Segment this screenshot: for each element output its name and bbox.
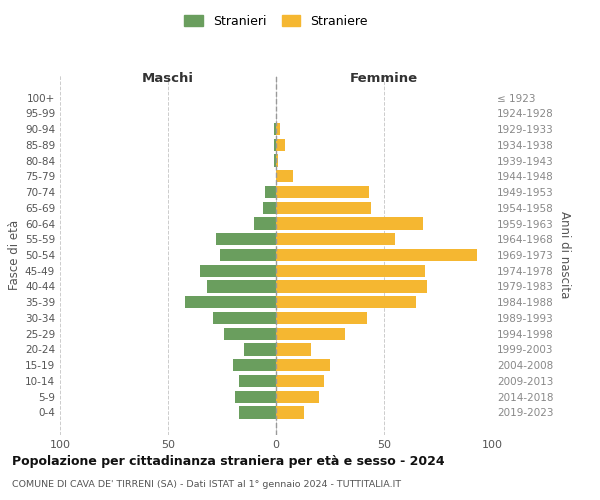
Text: Femmine: Femmine (350, 72, 418, 85)
Bar (239, 375, 276, 387)
Bar (207, 280, 276, 292)
Bar (276, 123, 280, 135)
Bar (276, 154, 278, 166)
Bar (244, 344, 276, 355)
Bar (276, 296, 416, 308)
Bar (276, 390, 319, 403)
Bar (235, 390, 276, 403)
Bar (276, 328, 345, 340)
Text: COMUNE DI CAVA DE' TIRRENI (SA) - Dati ISTAT al 1° gennaio 2024 - TUTTITALIA.IT: COMUNE DI CAVA DE' TIRRENI (SA) - Dati I… (12, 480, 401, 489)
Bar (274, 154, 276, 166)
Bar (276, 249, 477, 261)
Y-axis label: Anni di nascita: Anni di nascita (558, 212, 571, 298)
Bar (276, 280, 427, 292)
Bar (276, 406, 304, 418)
Bar (276, 312, 367, 324)
Text: Popolazione per cittadinanza straniera per età e sesso - 2024: Popolazione per cittadinanza straniera p… (12, 455, 445, 468)
Bar (276, 344, 311, 355)
Bar (276, 359, 330, 372)
Bar (215, 233, 276, 245)
Legend: Stranieri, Straniere: Stranieri, Straniere (181, 11, 371, 32)
Bar (276, 218, 423, 230)
Bar (224, 328, 276, 340)
Text: Maschi: Maschi (142, 72, 194, 85)
Bar (274, 138, 276, 151)
Bar (200, 264, 276, 277)
Bar (220, 249, 276, 261)
Bar (263, 202, 276, 214)
Bar (276, 170, 293, 182)
Bar (239, 406, 276, 418)
Bar (276, 186, 369, 198)
Bar (214, 312, 276, 324)
Bar (276, 202, 371, 214)
Bar (233, 359, 276, 372)
Bar (185, 296, 276, 308)
Bar (265, 186, 276, 198)
Bar (276, 138, 284, 151)
Bar (274, 123, 276, 135)
Y-axis label: Fasce di età: Fasce di età (8, 220, 21, 290)
Bar (276, 264, 425, 277)
Bar (254, 218, 276, 230)
Bar (276, 375, 323, 387)
Bar (276, 233, 395, 245)
